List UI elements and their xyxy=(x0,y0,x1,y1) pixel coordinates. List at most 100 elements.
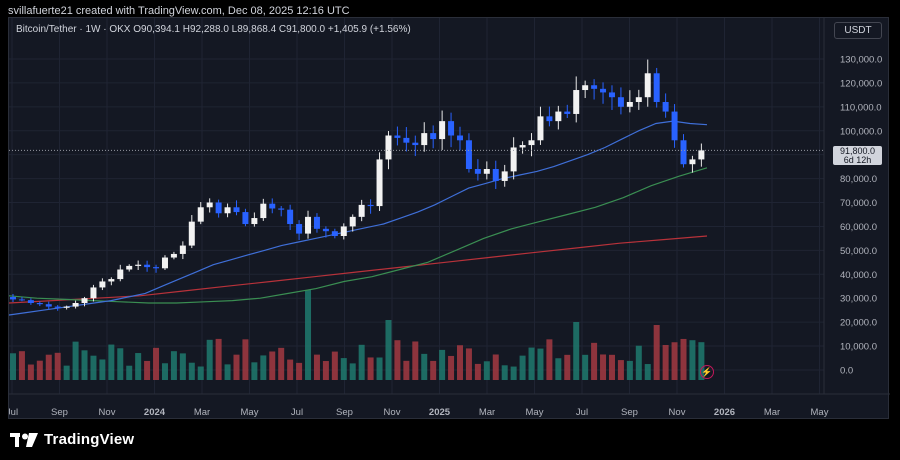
volume-bar xyxy=(81,350,88,380)
currency-button[interactable]: USDT xyxy=(834,22,882,39)
volume-bar xyxy=(206,339,213,380)
volume-bar xyxy=(305,290,312,380)
volume-bar xyxy=(313,354,320,380)
volume-bar xyxy=(591,342,598,380)
volume-bar xyxy=(331,351,338,380)
volume-bar xyxy=(582,354,589,380)
candle-body xyxy=(242,212,249,225)
candle-body xyxy=(153,267,160,269)
candle-body xyxy=(591,85,598,89)
lightning-icon[interactable]: ⚡ xyxy=(700,365,714,379)
candle-body xyxy=(528,140,535,146)
y-tick-label: 130,000.0 xyxy=(840,55,882,66)
x-tick-label: Mar xyxy=(194,407,210,418)
volume-bar xyxy=(439,349,446,380)
volume-bar xyxy=(430,360,437,380)
volume-bar xyxy=(188,362,195,380)
candle-body xyxy=(108,279,115,282)
candle-body xyxy=(403,137,410,143)
candle-body xyxy=(197,207,204,222)
volume-bar xyxy=(18,351,25,380)
candle-body xyxy=(340,226,347,236)
candle-body xyxy=(653,73,660,102)
candle-body xyxy=(492,168,499,181)
candle-body xyxy=(322,228,329,232)
volume-bar xyxy=(376,357,383,380)
candle-body xyxy=(260,203,267,219)
candle-body xyxy=(367,204,374,207)
volume-bar xyxy=(483,361,490,380)
candle-body xyxy=(448,121,455,136)
candle-body xyxy=(18,299,25,301)
volume-bar xyxy=(474,363,481,380)
bar-countdown: 6d 12h xyxy=(843,155,872,165)
candle-body xyxy=(421,133,428,146)
candle-body xyxy=(671,111,678,141)
ma-red-line xyxy=(9,235,708,304)
x-tick-label: 2024 xyxy=(144,407,166,418)
chart-canvas[interactable]: 130,000.0120,000.0110,000.0100,000.090,0… xyxy=(9,18,890,420)
candle-body xyxy=(582,85,589,91)
volume-bar xyxy=(537,348,544,380)
volume-bar xyxy=(662,345,669,380)
candle-body xyxy=(81,298,88,303)
candle-body xyxy=(135,264,142,266)
volume-bar xyxy=(27,364,34,380)
chart-frame[interactable]: 130,000.0120,000.0110,000.0100,000.090,0… xyxy=(8,17,890,420)
volume-bar xyxy=(600,354,607,380)
volume-bar xyxy=(322,361,329,380)
x-tick-label: Mar xyxy=(764,407,780,418)
volume-bar xyxy=(608,354,615,380)
volume-bar xyxy=(36,360,43,380)
y-tick-label: 80,000.0 xyxy=(840,174,877,185)
volume-bar xyxy=(501,365,508,380)
volume-bar xyxy=(689,340,696,380)
volume-bar xyxy=(296,362,303,380)
volume-bar xyxy=(385,320,392,380)
volume-bar xyxy=(528,347,535,380)
volume-bar xyxy=(573,322,580,380)
candle-body xyxy=(617,97,624,107)
x-tick-label: May xyxy=(241,407,259,418)
x-tick-label: Mar xyxy=(479,407,495,418)
volume-bar xyxy=(698,342,705,380)
volume-bar xyxy=(170,351,177,380)
candle-body xyxy=(144,264,151,268)
volume-bar xyxy=(644,364,651,380)
tradingview-logo-icon xyxy=(10,432,38,447)
candle-body xyxy=(358,204,365,217)
candle-body xyxy=(10,297,16,300)
candle-body xyxy=(626,101,633,107)
candle-body xyxy=(179,245,186,254)
volume-bar xyxy=(10,353,16,380)
candle-body xyxy=(537,116,544,141)
candle-body xyxy=(27,300,34,303)
candle-body xyxy=(269,203,276,209)
volume-bar xyxy=(519,355,526,380)
volume-bar xyxy=(260,355,267,380)
volume-bar xyxy=(457,345,463,380)
y-tick-label: 70,000.0 xyxy=(840,198,877,209)
x-tick-label: Sep xyxy=(51,407,68,418)
candle-body xyxy=(126,265,133,270)
x-tick-label: May xyxy=(526,407,544,418)
volume-bar xyxy=(564,354,571,380)
volume-bar xyxy=(99,359,106,380)
volume-bar xyxy=(45,354,52,380)
volume-bar xyxy=(215,338,222,380)
candle-body xyxy=(287,209,294,225)
x-tick-label: Sep xyxy=(621,407,638,418)
ma-blue-line xyxy=(9,120,708,316)
volume-bar xyxy=(653,325,660,380)
y-tick-label: 50,000.0 xyxy=(840,246,877,257)
ma-green-line xyxy=(9,167,708,304)
candle-body xyxy=(36,302,43,305)
candle-body xyxy=(161,257,168,269)
volume-bar xyxy=(153,347,160,380)
candle-body xyxy=(546,116,553,122)
y-tick-label: 110,000.0 xyxy=(840,102,882,113)
volume-bar xyxy=(108,344,115,380)
candle-body xyxy=(296,224,303,234)
volume-bar xyxy=(617,360,624,380)
candle-body xyxy=(519,145,526,148)
